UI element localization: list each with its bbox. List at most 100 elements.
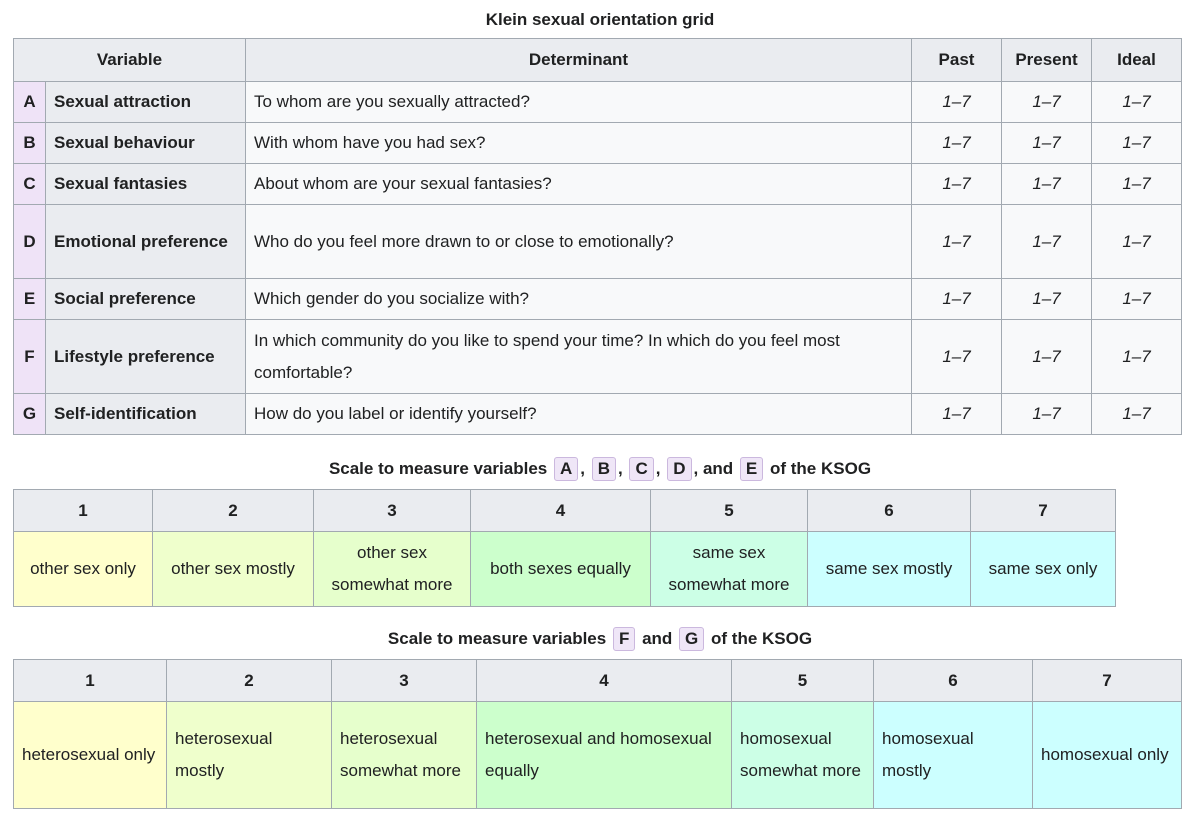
row-past: 1–7 xyxy=(911,122,1002,164)
scale1-sep: , xyxy=(580,459,585,478)
row-determinant: In which community do you like to spend … xyxy=(245,319,912,394)
row-variable: Sexual fantasies xyxy=(45,163,246,205)
scale2-label: homosexual only xyxy=(1032,701,1182,809)
scale1-number: 6 xyxy=(807,489,971,532)
row-present: 1–7 xyxy=(1001,393,1092,435)
row-letter: G xyxy=(13,393,46,435)
row-determinant: To whom are you sexually attracted? xyxy=(245,81,912,123)
row-present: 1–7 xyxy=(1001,319,1092,394)
scale2-label: heterosexual only xyxy=(13,701,167,809)
scale2-badge-g: G xyxy=(679,627,705,651)
row-ideal: 1–7 xyxy=(1091,81,1182,123)
row-variable: Sexual behaviour xyxy=(45,122,246,164)
scale1-badge-c: C xyxy=(629,457,654,481)
scale2-number: 3 xyxy=(331,659,477,702)
row-letter: B xyxy=(13,122,46,164)
row-letter: F xyxy=(13,319,46,394)
row-ideal: 1–7 xyxy=(1091,204,1182,279)
row-variable: Social preference xyxy=(45,278,246,320)
row-determinant: How do you label or identify yourself? xyxy=(245,393,912,435)
scale1-caption-suffix: of the KSOG xyxy=(769,459,872,478)
scale1-label-row: other sex only other sex mostly other se… xyxy=(13,531,1116,607)
scale1-label: other sex mostly xyxy=(152,531,314,607)
table-row: D Emotional preference Who do you feel m… xyxy=(13,204,1182,279)
row-variable: Self-identification xyxy=(45,393,246,435)
scale1-label: same sex somewhat more xyxy=(650,531,808,607)
scale2-badge-f: F xyxy=(612,627,636,651)
row-letter: A xyxy=(13,81,46,123)
scale2-number: 6 xyxy=(873,659,1033,702)
row-present: 1–7 xyxy=(1001,204,1092,279)
scale1-number: 1 xyxy=(13,489,153,532)
scale2-label-row: heterosexual only heterosexual mostly he… xyxy=(13,701,1182,809)
table-row: E Social preference Which gender do you … xyxy=(13,278,1182,320)
table-row: B Sexual behaviour With whom have you ha… xyxy=(13,122,1182,164)
scale1-table: 1 2 3 4 5 6 7 other sex only other sex m… xyxy=(13,489,1116,607)
scale1-sep: , xyxy=(618,459,623,478)
row-past: 1–7 xyxy=(911,278,1002,320)
row-letter: C xyxy=(13,163,46,205)
row-past: 1–7 xyxy=(911,319,1002,394)
header-past: Past xyxy=(911,38,1002,82)
row-variable: Sexual attraction xyxy=(45,81,246,123)
row-determinant: About whom are your sexual fantasies? xyxy=(245,163,912,205)
row-determinant: Who do you feel more drawn to or close t… xyxy=(245,204,912,279)
scale1-number-row: 1 2 3 4 5 6 7 xyxy=(13,489,1116,532)
scale2-caption: Scale to measure variables F and G of th… xyxy=(0,627,1200,651)
row-present: 1–7 xyxy=(1001,278,1092,320)
row-present: 1–7 xyxy=(1001,163,1092,205)
row-ideal: 1–7 xyxy=(1091,163,1182,205)
scale2-label: homosexual mostly xyxy=(873,701,1033,809)
scale1-label: other sex only xyxy=(13,531,153,607)
scale2-label: heterosexual somewhat more xyxy=(331,701,477,809)
scale2-sep: and xyxy=(642,629,673,648)
row-past: 1–7 xyxy=(911,393,1002,435)
row-present: 1–7 xyxy=(1001,122,1092,164)
scale1-label: same sex only xyxy=(970,531,1116,607)
scale2-caption-suffix: of the KSOG xyxy=(711,629,813,648)
scale1-number: 4 xyxy=(470,489,651,532)
row-ideal: 1–7 xyxy=(1091,122,1182,164)
grid-header-row: Variable Determinant Past Present Ideal xyxy=(13,38,1182,82)
row-variable: Emotional preference xyxy=(45,204,246,279)
scale2-label: homosexual somewhat more xyxy=(731,701,874,809)
header-present: Present xyxy=(1001,38,1092,82)
scale1-label: other sex somewhat more xyxy=(313,531,471,607)
row-past: 1–7 xyxy=(911,163,1002,205)
row-determinant: With whom have you had sex? xyxy=(245,122,912,164)
header-determinant: Determinant xyxy=(245,38,912,82)
grid-caption: Klein sexual orientation grid xyxy=(485,10,715,29)
scale2-label: heterosexual and homosexual equally xyxy=(476,701,732,809)
scale2-caption-prefix: Scale to measure variables xyxy=(387,629,607,648)
scale1-badge-e: E xyxy=(739,457,764,481)
scale1-badge-d: D xyxy=(667,457,692,481)
row-letter: D xyxy=(13,204,46,279)
scale1-number: 5 xyxy=(650,489,808,532)
scale1-number: 7 xyxy=(970,489,1116,532)
scale2-number: 4 xyxy=(476,659,732,702)
klein-grid-table: Variable Determinant Past Present Ideal … xyxy=(13,38,1182,435)
scale1-caption: Scale to measure variables A, B, C, D, a… xyxy=(0,457,1200,481)
row-determinant: Which gender do you socialize with? xyxy=(245,278,912,320)
scale1-sep: , and xyxy=(693,459,734,478)
table-row: C Sexual fantasies About whom are your s… xyxy=(13,163,1182,205)
header-ideal: Ideal xyxy=(1091,38,1182,82)
scale1-number: 2 xyxy=(152,489,314,532)
scale1-label: both sexes equally xyxy=(470,531,651,607)
scale2-table: 1 2 3 4 5 6 7 heterosexual only heterose… xyxy=(13,659,1182,809)
scale2-number: 7 xyxy=(1032,659,1182,702)
scale2-number: 1 xyxy=(13,659,167,702)
row-ideal: 1–7 xyxy=(1091,278,1182,320)
row-ideal: 1–7 xyxy=(1091,319,1182,394)
scale1-badge-a: A xyxy=(553,457,579,481)
scale1-badge-b: B xyxy=(591,457,616,481)
scale1-caption-prefix: Scale to measure variables xyxy=(328,459,548,478)
scale2-number: 2 xyxy=(166,659,332,702)
scale1-sep: , xyxy=(655,459,661,478)
table-row: G Self-identification How do you label o… xyxy=(13,393,1182,435)
row-variable: Lifestyle preference xyxy=(45,319,246,394)
row-past: 1–7 xyxy=(911,204,1002,279)
scale2-number-row: 1 2 3 4 5 6 7 xyxy=(13,659,1182,702)
row-present: 1–7 xyxy=(1001,81,1092,123)
scale2-number: 5 xyxy=(731,659,874,702)
